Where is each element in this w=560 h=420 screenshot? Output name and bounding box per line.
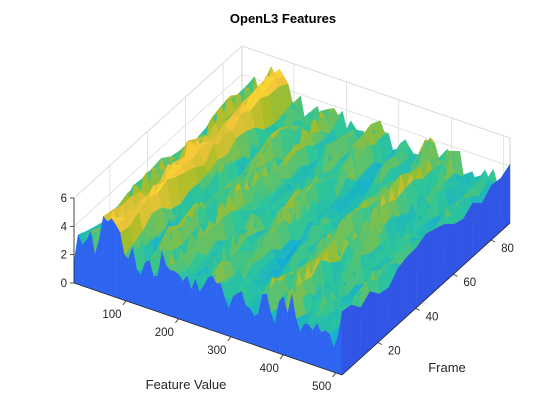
surface-front-edge (174, 271, 179, 320)
surface-front-edge (312, 322, 318, 367)
surface-front-edge (212, 275, 217, 333)
y-tick-label: 20 (388, 346, 401, 358)
x-axis-label: Feature Value (146, 377, 227, 392)
surface-side-edge (407, 246, 417, 317)
y-tick-label: 80 (501, 243, 514, 255)
surface-side-edge (379, 287, 389, 342)
y-axis-line (341, 222, 511, 376)
surface-front-edge (178, 273, 184, 321)
surface-front-edge (111, 218, 117, 298)
axes-front-edges (73, 198, 511, 376)
chart-title: OpenL3 Features (230, 11, 336, 26)
axis-ticks: 100 200 300 400 500 20 40 60 80 0 2 4 6 (61, 193, 514, 393)
surface-front-edge (103, 215, 108, 295)
surface-front-edge (232, 293, 238, 340)
x-tick-label: 100 (102, 309, 121, 321)
x-tick-label: 400 (260, 363, 279, 375)
surface-side-edge (453, 218, 464, 275)
surface-front-edge (237, 291, 242, 341)
x-tick-label: 200 (155, 327, 174, 339)
y-tick (490, 239, 496, 243)
x-tick (175, 318, 179, 324)
surface-front-edge (325, 329, 330, 371)
surface-front-edge (182, 275, 188, 323)
x-tick-label: 500 (312, 381, 331, 393)
surface-front-edge (279, 296, 284, 356)
y-tick-label: 60 (463, 277, 476, 289)
y-axis-label: Frame (428, 360, 466, 375)
surface-front-edge (308, 324, 313, 366)
z-tick-label: 4 (61, 221, 68, 233)
surface-front-edge (203, 277, 209, 330)
surface-front-edge (124, 254, 129, 302)
surface-front-edge (73, 234, 79, 285)
surface-front-edge (115, 224, 121, 300)
y-tick (377, 342, 383, 345)
surface-front-edge (245, 305, 251, 344)
surface-side-edge (425, 228, 436, 300)
z-tick-label: 2 (61, 250, 67, 262)
y-tick-label: 40 (426, 311, 439, 323)
x-axis-line (73, 282, 343, 376)
x-tick (227, 336, 232, 342)
surface-front-edge (170, 270, 175, 318)
surface-front-edge (320, 329, 326, 370)
surface-front-edge (82, 239, 87, 288)
x-tick (122, 300, 127, 306)
surface-front-edge (262, 293, 267, 350)
y-tick (415, 308, 420, 311)
grid-line-z (73, 73, 511, 227)
surface-side-edge (472, 202, 483, 258)
surface-side-edge (397, 256, 408, 325)
surface-side-edge (369, 291, 380, 351)
surface-front-edge (86, 231, 91, 290)
surface-front-edge (165, 265, 171, 317)
surface-front-edge (216, 283, 221, 334)
surface (73, 66, 511, 376)
x-tick (279, 354, 284, 360)
surface-side-edge (435, 223, 445, 291)
surface-front-edge (207, 275, 213, 331)
grid-line-z (73, 45, 511, 199)
y-tick (453, 273, 458, 277)
surface-side-edge (351, 304, 361, 367)
surface-side-edge (444, 223, 455, 283)
z-tick-label: 0 (61, 278, 67, 290)
surface-side-edge (341, 304, 352, 376)
surface-front-edge (199, 284, 204, 328)
surface-front-edge (304, 323, 309, 364)
x-tick-label: 300 (207, 345, 226, 357)
surface-front-edge (136, 269, 142, 307)
surface-front-edge (253, 314, 259, 347)
surface-front-edge (145, 260, 150, 310)
z-tick-label: 6 (61, 193, 67, 205)
x-tick (332, 372, 337, 378)
surface-front-edge (107, 218, 112, 297)
surface-front-edge (153, 275, 158, 313)
surface-side-edge (491, 177, 501, 241)
